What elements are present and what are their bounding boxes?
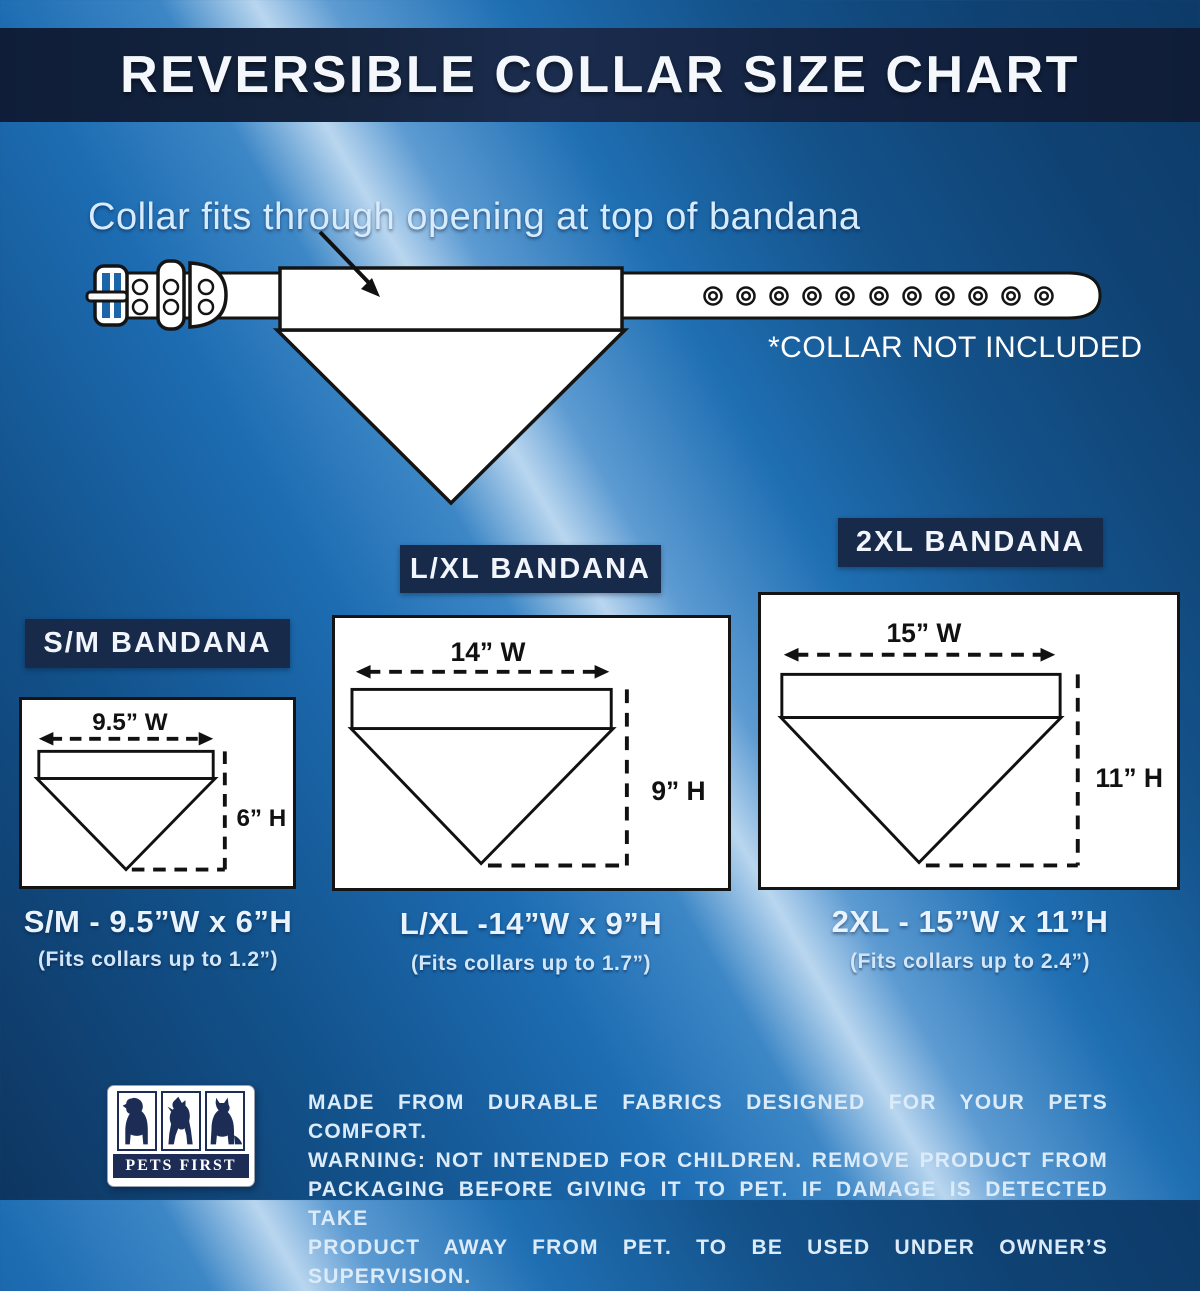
bandana-triangle	[347, 727, 617, 866]
header-band: REVERSIBLE COLLAR SIZE CHART	[0, 28, 1200, 122]
strap-holes	[162, 278, 180, 316]
width-dimension-label: 14” W	[451, 637, 526, 667]
height-guide-lines	[131, 751, 227, 872]
height-dimension-label: 11” H	[1095, 763, 1163, 793]
logo-dog-row	[117, 1091, 245, 1151]
size-label-sm-text: S/M BANDANA	[43, 627, 272, 659]
size-summary-lxl: L/XL -14”W x 9”H	[399, 906, 663, 941]
dog-silhouette-icon	[161, 1091, 201, 1151]
bandana-sleeve	[37, 749, 215, 780]
size-panel-sm: 9.5” W 6” H	[19, 697, 296, 889]
size-label-sm: S/M BANDANA	[25, 619, 290, 668]
size-panel-lxl: 14” W 9” H	[332, 615, 731, 891]
size-label-lxl-text: L/XL BANDANA	[410, 552, 651, 585]
width-dimension-label: 15” W	[886, 618, 961, 648]
bandana-sleeve	[780, 672, 1062, 719]
warning-text: MADE FROM DURABLE FABRICS DESIGNED FOR Y…	[308, 1088, 1108, 1291]
collar-buckle-icon	[85, 264, 129, 327]
page-title: REVERSIBLE COLLAR SIZE CHART	[120, 46, 1080, 104]
height-guide-lines	[487, 689, 629, 868]
warning-line: PRODUCT AWAY FROM PET. TO BE USED UNDER …	[308, 1236, 1108, 1288]
size-diagram-sm: 9.5” W 6” H	[33, 709, 286, 872]
bandana-triangle	[272, 328, 630, 506]
pointer-arrow-icon	[318, 230, 380, 297]
size-summary-sm: S/M - 9.5”W x 6”H	[23, 904, 293, 939]
width-arrow-icon	[355, 664, 610, 679]
strap-holes	[197, 278, 215, 316]
warning-line: PACKAGING BEFORE GIVING IT TO PET. IF DA…	[308, 1178, 1108, 1230]
dog-silhouette-icon	[205, 1091, 245, 1151]
width-arrow-icon	[38, 731, 214, 746]
warning-line: MADE FROM DURABLE FABRICS DESIGNED FOR Y…	[308, 1091, 1108, 1143]
bandana-triangle	[33, 777, 219, 872]
dog-silhouette-icon	[117, 1091, 157, 1151]
bandana-triangle	[777, 716, 1065, 865]
height-guide-lines	[925, 674, 1080, 868]
size-label-2xl: 2XL BANDANA	[838, 518, 1103, 567]
size-diagram-2xl: 15” W 11” H	[777, 618, 1163, 868]
height-dimension-label: 9” H	[651, 776, 705, 806]
collar-caption: Collar fits through opening at top of ba…	[88, 196, 861, 238]
size-label-2xl-text: 2XL BANDANA	[855, 526, 1086, 558]
height-dimension-label: 6” H	[236, 805, 286, 832]
size-panel-2xl: 15” W 11” H	[758, 592, 1180, 890]
logo-band: PETS FIRST	[113, 1154, 249, 1178]
width-dimension-label: 9.5” W	[92, 709, 167, 736]
size-fits-2xl: (Fits collars up to 2.4”)	[849, 950, 1091, 973]
warning-line: WARNING: NOT INTENDED FOR CHILDREN. REMO…	[308, 1149, 1108, 1172]
size-summary-2xl: 2XL - 15”W x 11”H	[831, 904, 1109, 939]
logo-text: PETS FIRST	[125, 1157, 237, 1174]
collar-not-included-note: *COLLAR NOT INCLUDED	[768, 331, 1143, 364]
size-fits-sm: (Fits collars up to 1.2”)	[37, 948, 279, 971]
size-label-lxl: L/XL BANDANA	[400, 545, 661, 593]
size-fits-lxl: (Fits collars up to 1.7”)	[410, 952, 652, 975]
bandana-sleeve	[350, 687, 613, 731]
collar-illustration	[85, 230, 1102, 506]
eyelet-icons	[703, 286, 1054, 306]
strap-holes	[131, 278, 149, 316]
width-arrow-icon	[783, 647, 1056, 662]
size-diagram-lxl: 14” W 9” H	[347, 637, 706, 868]
bandana-sleeve	[278, 266, 624, 332]
pets-first-logo: PETS FIRST	[107, 1085, 255, 1187]
